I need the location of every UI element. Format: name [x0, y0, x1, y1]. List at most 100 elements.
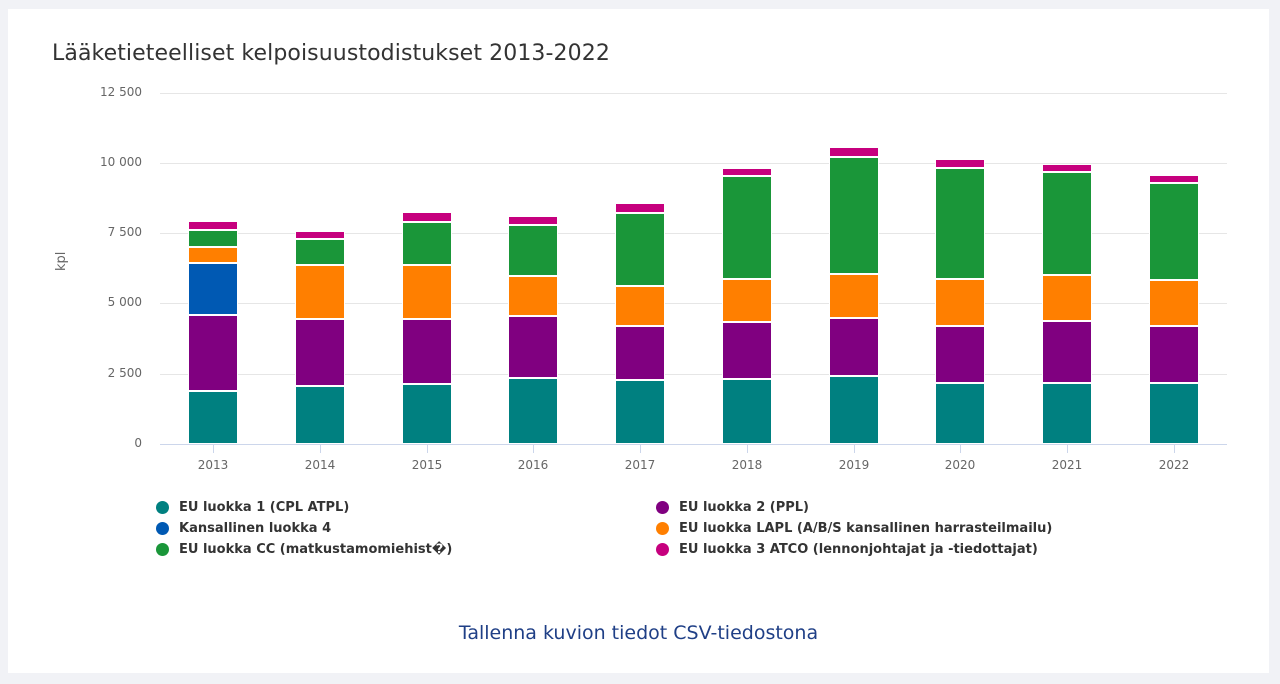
x-tick-mark: [213, 445, 214, 453]
x-tick-label: 2017: [624, 458, 656, 472]
x-tick-label: 2019: [838, 458, 870, 472]
bar-2016[interactable]: [508, 9, 558, 489]
y-tick-label: 12 500: [100, 85, 142, 99]
bar-segment[interactable]: [188, 391, 238, 444]
bar-segment[interactable]: [295, 230, 345, 239]
bar-segment[interactable]: [508, 276, 558, 317]
legend-dot-icon: [156, 521, 169, 535]
bar-segment[interactable]: [935, 168, 985, 280]
bar-segment[interactable]: [935, 158, 985, 168]
bar-segment[interactable]: [295, 385, 345, 444]
bar-segment[interactable]: [508, 378, 558, 444]
bar-segment[interactable]: [829, 156, 879, 275]
legend-item[interactable]: EU luokka LAPL (A/B/S kansallinen harras…: [656, 519, 1052, 537]
y-tick-label: 7 500: [107, 225, 142, 239]
bar-segment[interactable]: [615, 380, 665, 444]
bar-2019[interactable]: [829, 9, 879, 489]
legend-label: EU luokka 3 ATCO (lennonjohtajat ja -tie…: [679, 541, 1038, 557]
x-tick-label: 2013: [197, 458, 229, 472]
bar-segment[interactable]: [722, 176, 772, 279]
bar-segment[interactable]: [295, 239, 345, 265]
bar-segment[interactable]: [1149, 326, 1199, 384]
bar-2021[interactable]: [1042, 9, 1092, 489]
x-tick-mark: [533, 445, 534, 453]
bar-segment[interactable]: [1042, 171, 1092, 275]
x-tick-mark: [640, 445, 641, 453]
bar-segment[interactable]: [829, 317, 879, 377]
y-tick-label: 10 000: [100, 155, 142, 169]
bar-segment[interactable]: [508, 215, 558, 225]
legend-dot-icon: [156, 542, 169, 556]
bar-segment[interactable]: [1149, 279, 1199, 327]
legend-dot-icon: [656, 500, 669, 514]
bar-2020[interactable]: [935, 9, 985, 489]
bar-segment[interactable]: [1149, 183, 1199, 280]
download-csv-link[interactable]: Tallenna kuvion tiedot CSV-tiedostona: [458, 622, 819, 644]
bar-segment[interactable]: [829, 147, 879, 157]
bar-segment[interactable]: [1042, 320, 1092, 384]
bar-segment[interactable]: [722, 168, 772, 176]
bar-segment[interactable]: [1042, 163, 1092, 172]
gridline: [160, 303, 1227, 304]
legend-item[interactable]: EU luokka CC (matkustamomiehist�): [156, 540, 452, 558]
bar-segment[interactable]: [1149, 383, 1199, 444]
legend-item[interactable]: EU luokka 2 (PPL): [656, 498, 809, 516]
bar-segment[interactable]: [722, 278, 772, 323]
x-tick-mark: [854, 445, 855, 453]
bar-segment[interactable]: [615, 203, 665, 213]
bar-segment[interactable]: [402, 212, 452, 222]
bar-segment[interactable]: [1149, 175, 1199, 184]
legend-item[interactable]: EU luokka 1 (CPL ATPL): [156, 498, 349, 516]
bar-segment[interactable]: [508, 224, 558, 277]
bar-segment[interactable]: [402, 384, 452, 444]
gridline: [160, 233, 1227, 234]
bar-segment[interactable]: [1042, 383, 1092, 444]
legend-dot-icon: [156, 500, 169, 514]
bar-segment[interactable]: [722, 322, 772, 380]
bar-segment[interactable]: [402, 221, 452, 265]
bar-segment[interactable]: [829, 274, 879, 318]
bar-segment[interactable]: [295, 319, 345, 386]
x-tick-mark: [1174, 445, 1175, 453]
bar-2022[interactable]: [1149, 9, 1199, 489]
bar-segment[interactable]: [402, 318, 452, 385]
bar-2013[interactable]: [188, 9, 238, 489]
bar-segment[interactable]: [188, 263, 238, 316]
x-tick-label: 2018: [731, 458, 763, 472]
bar-segment[interactable]: [508, 316, 558, 379]
legend-label: EU luokka CC (matkustamomiehist�): [179, 541, 453, 557]
bar-segment[interactable]: [615, 212, 665, 286]
bar-segment[interactable]: [188, 315, 238, 392]
bar-segment[interactable]: [295, 264, 345, 320]
bar-segment[interactable]: [615, 285, 665, 327]
bar-2018[interactable]: [722, 9, 772, 489]
bar-segment[interactable]: [402, 264, 452, 319]
legend-item[interactable]: EU luokka 3 ATCO (lennonjohtajat ja -tie…: [656, 540, 1038, 558]
x-tick-label: 2022: [1158, 458, 1190, 472]
bar-2015[interactable]: [402, 9, 452, 489]
bar-segment[interactable]: [829, 376, 879, 444]
x-tick-label: 2021: [1051, 458, 1083, 472]
bar-segment[interactable]: [615, 326, 665, 381]
bar-segment[interactable]: [188, 221, 238, 230]
bar-2014[interactable]: [295, 9, 345, 489]
bar-segment[interactable]: [188, 246, 238, 264]
bar-segment[interactable]: [722, 379, 772, 444]
x-tick-label: 2016: [517, 458, 549, 472]
bar-segment[interactable]: [935, 279, 985, 327]
legend-item[interactable]: Kansallinen luokka 4: [156, 519, 331, 537]
legend-label: Kansallinen luokka 4: [179, 520, 332, 536]
bar-segment[interactable]: [1042, 274, 1092, 321]
bar-segment[interactable]: [188, 229, 238, 247]
x-axis-line: [160, 444, 1227, 445]
legend-label: EU luokka 2 (PPL): [679, 499, 809, 515]
legend-dot-icon: [656, 542, 669, 556]
y-tick-label: 2 500: [107, 366, 142, 380]
bar-2017[interactable]: [615, 9, 665, 489]
x-tick-label: 2014: [304, 458, 336, 472]
gridline: [160, 163, 1227, 164]
bar-segment[interactable]: [935, 326, 985, 384]
plot-area: kpl 0 2 500 5 000 7 500 10 000 12 500 2013 2014…: [8, 9, 1269, 489]
x-tick-mark: [427, 445, 428, 453]
bar-segment[interactable]: [935, 383, 985, 444]
